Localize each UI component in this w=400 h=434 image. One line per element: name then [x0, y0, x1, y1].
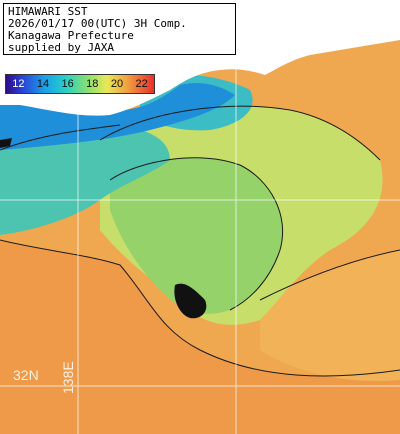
- color-scale-legend: 12 14 16 18 20 22: [5, 74, 155, 94]
- title-line: 2026/01/17 00(UTC) 3H Comp.: [8, 17, 187, 30]
- legend-tick: 14: [36, 78, 50, 90]
- isotherm-contour: [109, 157, 284, 311]
- title-box: HIMAWARI SST 2026/01/17 00(UTC) 3H Comp.…: [3, 3, 236, 55]
- title-line: Kanagawa Prefecture: [8, 29, 134, 42]
- legend-tick: 12: [12, 78, 25, 90]
- isotherm-contour: [99, 105, 381, 161]
- title-line: supplied by JAXA: [8, 41, 114, 54]
- missing-data-area: [174, 283, 207, 319]
- green-water: [110, 157, 283, 314]
- legend-tick: 22: [135, 78, 148, 90]
- legend-tick: 20: [110, 78, 124, 90]
- missing-data-area: [0, 138, 12, 148]
- latitude-label: 32N: [13, 367, 39, 383]
- southeast-water: [260, 250, 400, 381]
- legend-tick: 18: [86, 78, 99, 90]
- isotherm-contour: [0, 239, 400, 377]
- cold-water: [0, 83, 235, 150]
- cool-water: [0, 125, 170, 235]
- title-line: HIMAWARI SST: [8, 5, 88, 18]
- longitude-label: 138E: [60, 361, 76, 394]
- isotherm-contour: [0, 124, 121, 151]
- isotherm-contour: [259, 249, 400, 301]
- legend-tick: 16: [61, 78, 74, 90]
